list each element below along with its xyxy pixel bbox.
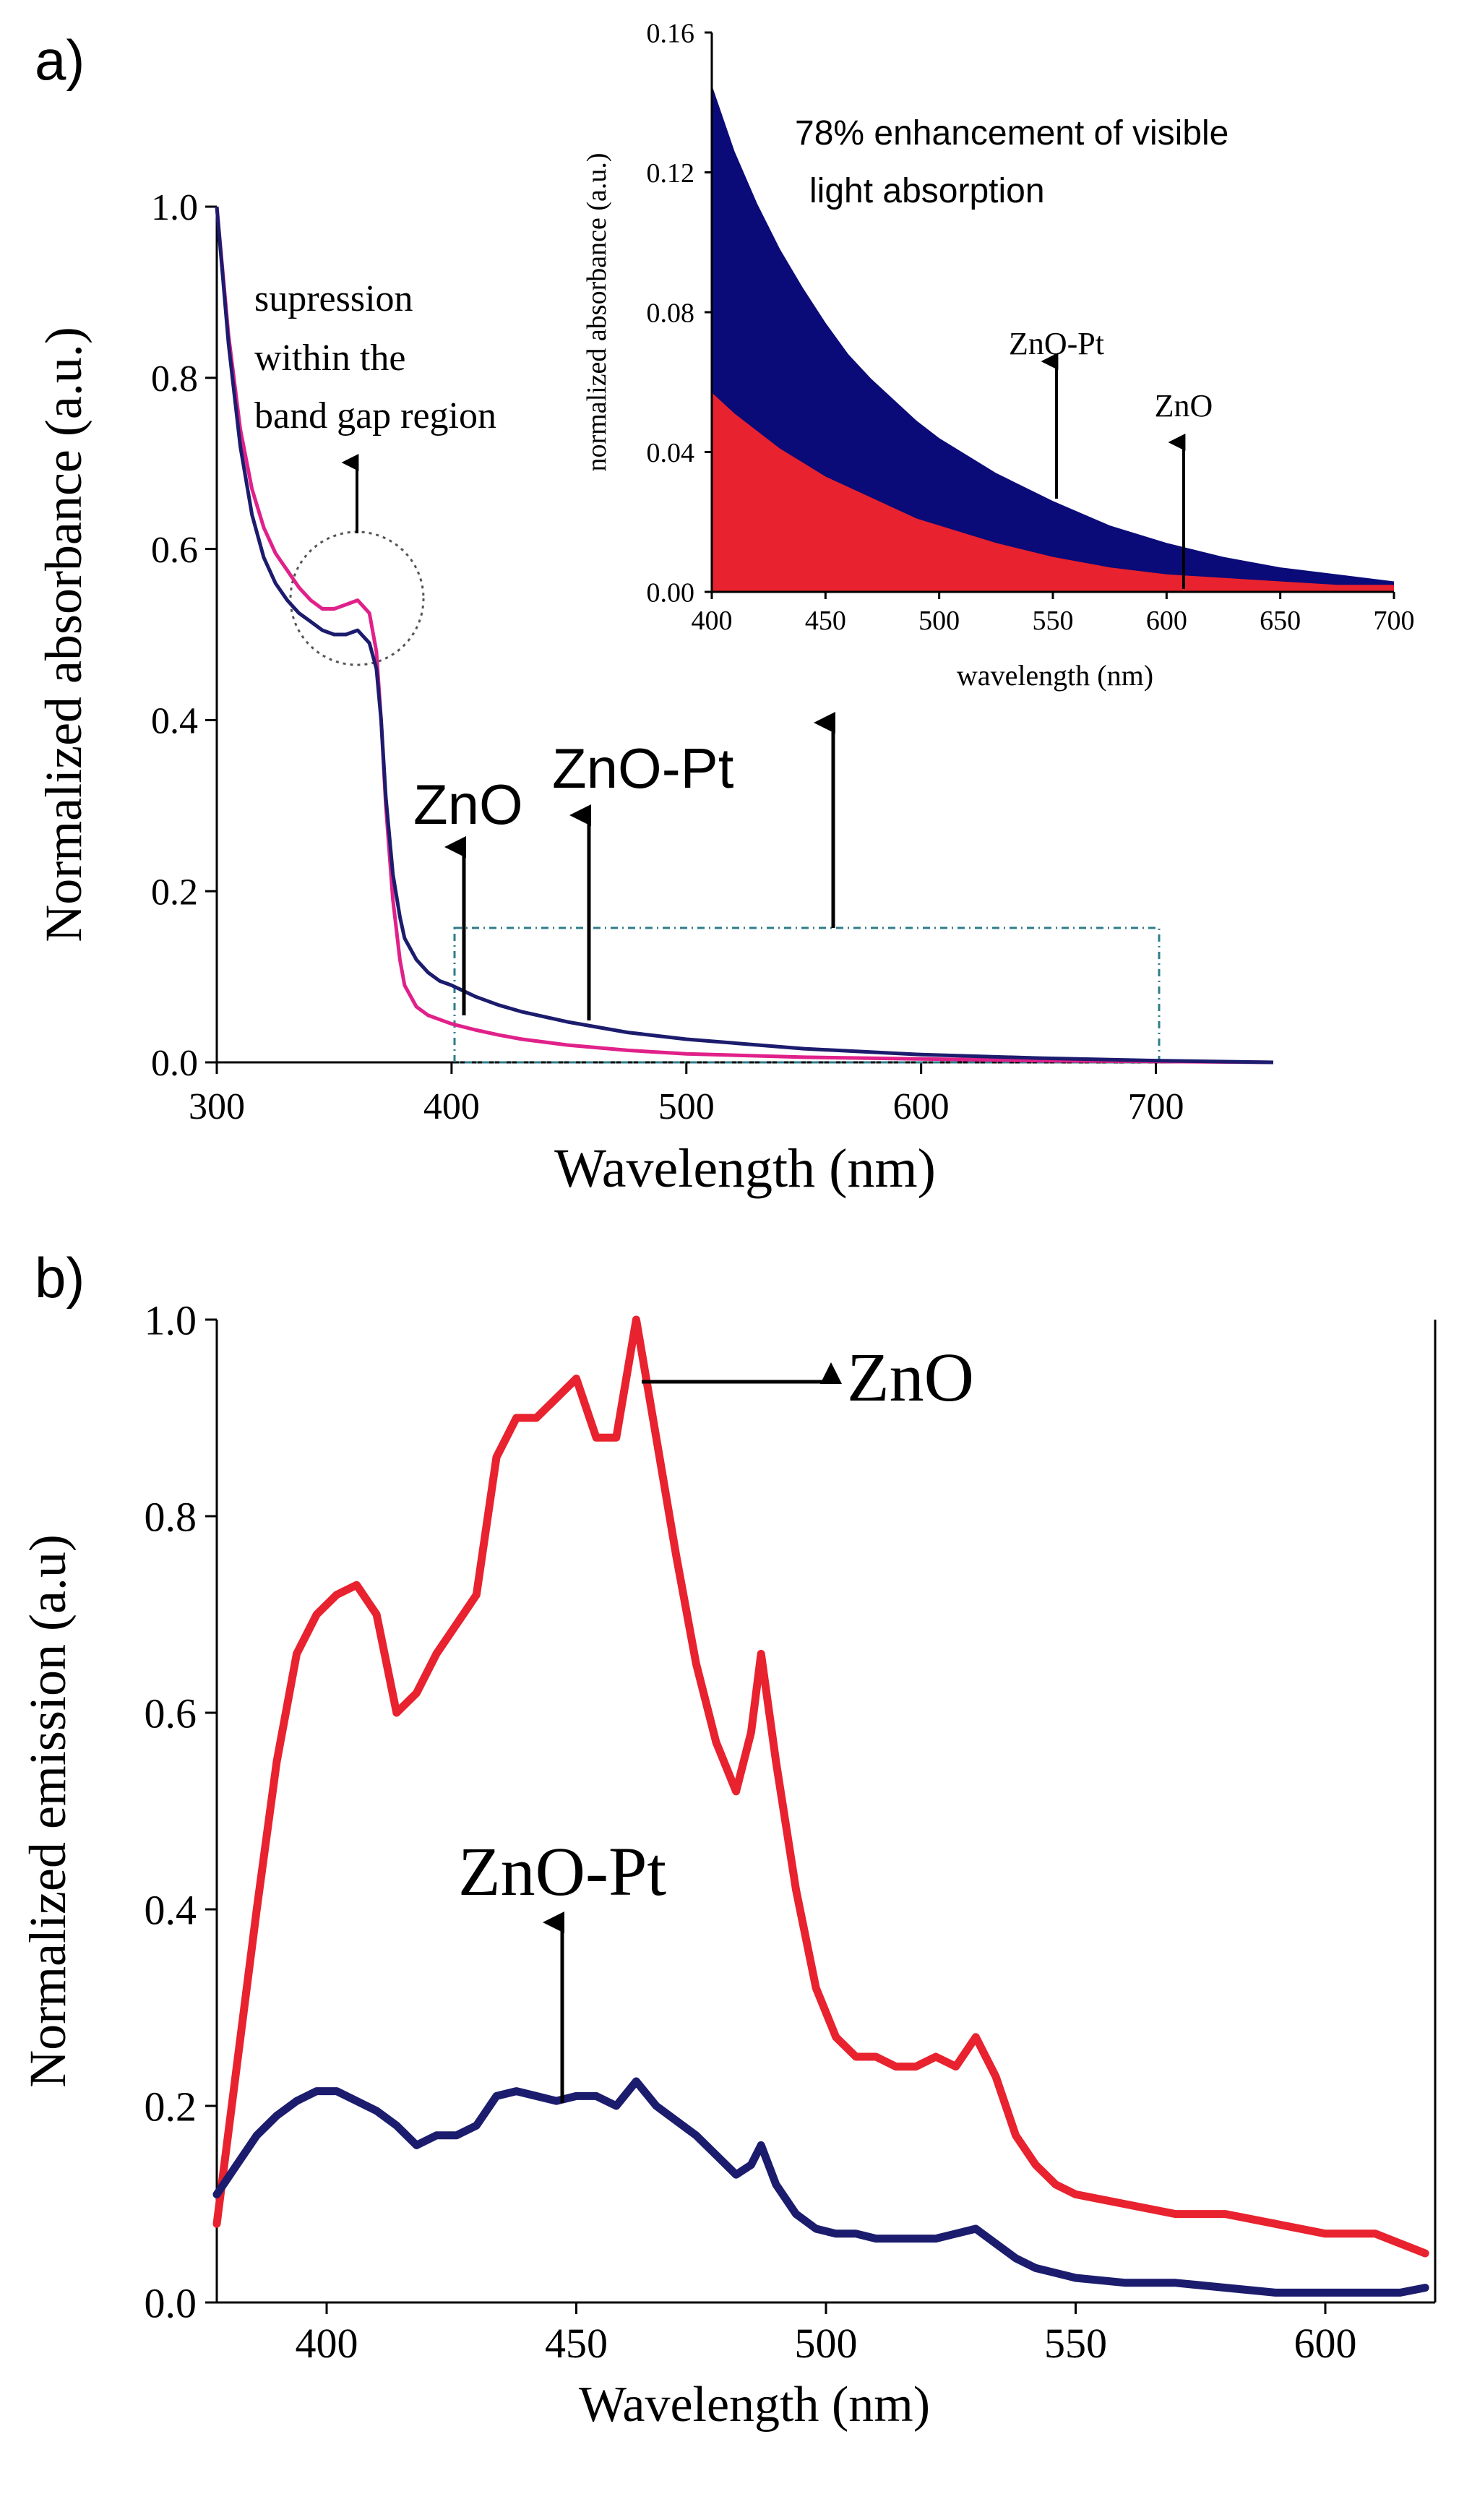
panel-b-ylabel: Normalized emission (a.u) (19, 1534, 77, 2088)
panel-b-label-zno: ZnO (847, 1338, 974, 1416)
panel-a-label-zno: ZnO (413, 773, 523, 836)
inset-ytick-label: 0.12 (647, 158, 695, 189)
panel-a-curve-zno (215, 206, 1274, 1065)
panel-b-ticks: 400 450 500 550 600 0.0 0.2 0.4 0.6 0.8 1.0 (145, 1296, 1357, 2367)
panel-a-xtick-label: 400 (423, 1086, 480, 1127)
panel-a-ytick-label: 0.8 (151, 358, 198, 400)
suppression-line-3: band gap region (254, 395, 496, 437)
panel-b-ytick-label: 1.0 (145, 1296, 197, 1343)
panel-a-curves (215, 206, 1274, 1065)
inset-label-znopt: ZnO-Pt (1009, 326, 1104, 361)
inset-xlabel: wavelength (nm) (957, 659, 1153, 692)
panel-a-xtick-label: 300 (189, 1086, 245, 1127)
panel-b-label-znopt: ZnO-Pt (458, 1833, 666, 1910)
visible-region-box (453, 926, 1161, 1064)
inset-title-line-2: light absorption (809, 172, 1045, 210)
panel-b-xtick-label: 550 (1044, 2320, 1107, 2367)
panel-a-ytick-label: 0.2 (151, 872, 198, 913)
panel-a-label: a) (35, 28, 85, 92)
panel-b-xtick-label: 500 (795, 2320, 858, 2367)
panel-a-ytick-label: 0.0 (151, 1043, 198, 1084)
panel-a-ytick-label: 1.0 (151, 187, 198, 228)
panel-a-label-znopt: ZnO-Pt (552, 736, 734, 800)
suppression-annotation: supression within the band gap region (254, 278, 496, 437)
panel-a-ytick-label: 0.6 (151, 530, 198, 571)
panel-b-ytick-label: 0.8 (145, 1493, 197, 1540)
panel-b-curve-zno (212, 1315, 1429, 2258)
panel-a-ytick-label: 0.4 (151, 701, 198, 742)
inset-ylabel: normalized absorbance (a.u.) (582, 152, 612, 471)
inset-area-zno-pt (712, 85, 1394, 593)
inset-xtick-label: 700 (1374, 606, 1415, 636)
panel-b-xtick-label: 400 (296, 2320, 358, 2367)
panel-b-xtick-label: 450 (545, 2320, 608, 2367)
inset-title-line-1: 78% enhancement of visible (795, 114, 1228, 152)
panel-b-ytick-label: 0.2 (145, 2083, 197, 2130)
panel-a-xtick-label: 700 (1128, 1086, 1184, 1127)
inset-xtick-label: 600 (1146, 606, 1187, 636)
inset-xtick-label: 650 (1260, 606, 1301, 636)
panel-b-ytick-label: 0.6 (145, 1690, 197, 1737)
inset-areas (712, 85, 1394, 593)
panel-b-xtick-label: 600 (1294, 2320, 1356, 2367)
panel-b-ytick-label: 0.0 (145, 2279, 197, 2326)
inset-ytick-label: 0.08 (647, 298, 695, 328)
panel-a-xlabel: Wavelength (nm) (554, 1138, 936, 1199)
panel-b-ytick-label: 0.4 (145, 1886, 197, 1933)
inset-ytick-label: 0.16 (647, 18, 695, 48)
panel-a-ylabel: Normalized absorbance (a.u.) (35, 327, 92, 942)
panel-b-curves (212, 1315, 1429, 2297)
panel-a-xtick-label: 600 (893, 1086, 950, 1127)
panel-b: b) 400 450 500 550 600 0.0 0.2 0.4 0.6 0.8 1.0 ZnO… (19, 1246, 1437, 2433)
panel-b-curve-zno-pt (212, 2077, 1429, 2297)
panel-a-xtick-label: 500 (658, 1086, 715, 1127)
inset-title: 78% enhancement of visible light absorpt… (795, 114, 1239, 210)
inset-xtick-label: 550 (1033, 606, 1074, 636)
inset-ytick-label: 0.00 (647, 577, 695, 608)
panel-b-xlabel: Wavelength (nm) (579, 2377, 930, 2433)
inset-xtick-label: 450 (805, 606, 846, 636)
inset-xtick-label: 500 (918, 606, 960, 636)
suppression-line-2: within the (254, 337, 405, 379)
panel-a-ticks: 300 400 500 600 700 0.0 0.2 0.4 0.6 0.8 1.0 (151, 187, 1184, 1127)
inset-area-zno (712, 392, 1394, 592)
inset-label-zno: ZnO (1155, 388, 1213, 423)
panel-b-label: b) (35, 1246, 85, 1310)
panel-a: a) 300 400 500 600 700 0.0 0.2 0.4 0.6 0.8 1.0 sup… (35, 28, 1274, 1199)
suppression-line-1: supression (254, 278, 413, 319)
inset-ytick-label: 0.04 (647, 438, 695, 468)
inset-panel: 400 450 500 550 600 650 700 0.00 0.04 0.08 0.12 0.1… (582, 18, 1415, 692)
panel-a-curve-zno-pt (215, 206, 1274, 1065)
inset-ticks: 400 450 500 550 600 650 700 0.00 0.04 0.08 0.12 0.1… (647, 18, 1415, 636)
inset-xtick-label: 400 (692, 606, 733, 636)
